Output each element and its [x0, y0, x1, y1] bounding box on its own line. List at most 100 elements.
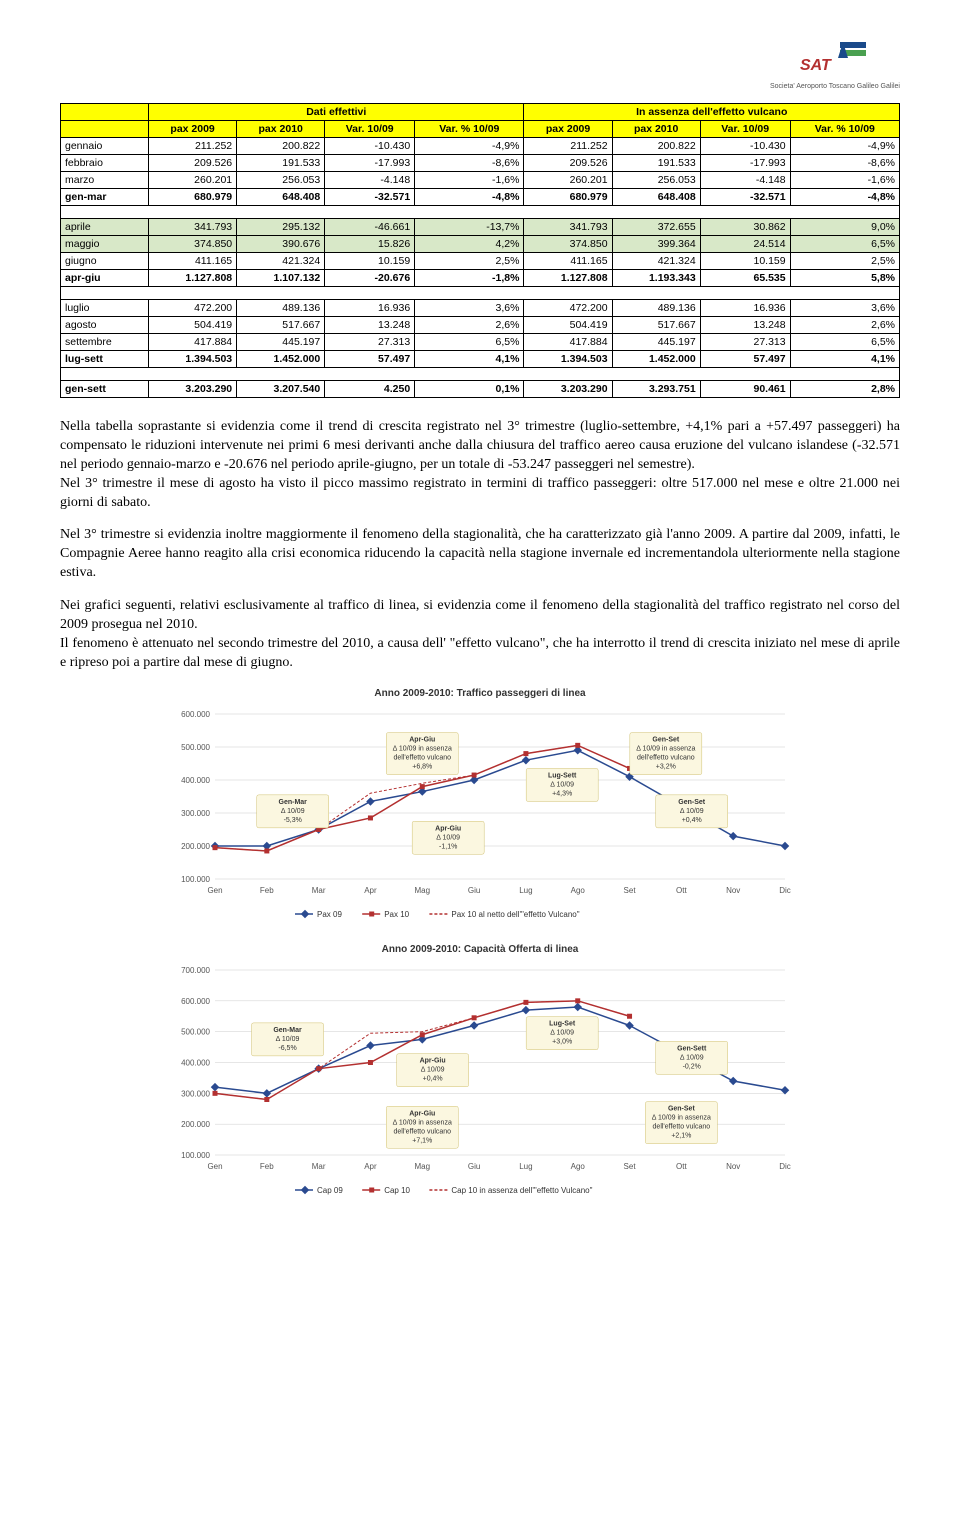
svg-text:Δ 10/09: Δ 10/09 — [276, 1036, 300, 1043]
svg-text:300.000: 300.000 — [181, 809, 210, 818]
svg-text:Mar: Mar — [312, 886, 326, 895]
table-row: gen-mar680.979648.408-32.571-4,8%680.979… — [61, 189, 900, 206]
svg-text:+3,2%: +3,2% — [656, 763, 676, 770]
svg-text:Dic: Dic — [779, 886, 791, 895]
svg-text:Lug-Sett: Lug-Sett — [548, 772, 577, 779]
svg-text:Ago: Ago — [571, 886, 586, 895]
svg-text:+0,4%: +0,4% — [423, 1075, 443, 1082]
svg-text:Feb: Feb — [260, 886, 274, 895]
svg-text:Gen: Gen — [207, 1162, 222, 1171]
svg-text:Ott: Ott — [676, 1162, 687, 1171]
svg-text:Gen-Mar: Gen-Mar — [273, 1027, 302, 1034]
svg-text:Lug: Lug — [519, 1162, 532, 1171]
table-section-right: In assenza dell'effetto vulcano — [524, 104, 900, 121]
svg-text:Apr-Giu: Apr-Giu — [409, 1110, 435, 1117]
table-row: marzo260.201256.053-4.148-1,6%260.201256… — [61, 172, 900, 189]
svg-text:-1,1%: -1,1% — [439, 843, 457, 850]
svg-text:dell'effetto vulcano: dell'effetto vulcano — [393, 754, 451, 761]
svg-text:Ott: Ott — [676, 886, 687, 895]
chart1-title: Anno 2009-2010: Traffico passeggeri di l… — [60, 688, 900, 699]
svg-text:Giu: Giu — [468, 886, 480, 895]
svg-text:Nov: Nov — [726, 1162, 740, 1171]
table-header: Var. 10/09 — [325, 121, 415, 138]
table-row: agosto504.419517.66713.2482,6%504.419517… — [61, 317, 900, 334]
svg-text:Mar: Mar — [312, 1162, 326, 1171]
svg-text:Apr-Giu: Apr-Giu — [420, 1057, 446, 1064]
chart2-title: Anno 2009-2010: Capacità Offerta di line… — [60, 944, 900, 955]
table-row: luglio472.200489.13616.9363,6%472.200489… — [61, 300, 900, 317]
svg-text:Gen: Gen — [207, 886, 222, 895]
svg-text:+3,0%: +3,0% — [552, 1038, 572, 1045]
svg-text:Δ 10/09 in assenza: Δ 10/09 in assenza — [636, 745, 695, 752]
chart-capacity: 100.000200.000300.000400.000500.000600.0… — [160, 960, 800, 1200]
svg-text:Set: Set — [624, 1162, 637, 1171]
logo-area: SAT Societa' Aeroporto Toscano Galileo G… — [60, 40, 900, 93]
svg-text:Δ 10/09: Δ 10/09 — [281, 808, 305, 815]
svg-text:Cap 10 in assenza dell'"effett: Cap 10 in assenza dell'"effetto Vulcano" — [451, 1186, 592, 1195]
svg-text:Set: Set — [624, 886, 637, 895]
svg-text:Apr: Apr — [364, 1162, 377, 1171]
svg-text:+0,4%: +0,4% — [682, 817, 702, 824]
svg-text:Cap 10: Cap 10 — [384, 1186, 410, 1195]
svg-text:300.000: 300.000 — [181, 1089, 210, 1098]
svg-text:Lug-Set: Lug-Set — [549, 1020, 576, 1027]
table-row: aprile341.793295.132-46.661-13,7%341.793… — [61, 219, 900, 236]
svg-text:Mag: Mag — [414, 886, 430, 895]
svg-text:200.000: 200.000 — [181, 842, 210, 851]
svg-text:Pax 09: Pax 09 — [317, 910, 342, 919]
svg-text:+6,8%: +6,8% — [412, 763, 432, 770]
svg-text:Δ 10/09 in assenza: Δ 10/09 in assenza — [652, 1114, 711, 1121]
table-header: pax 2009 — [524, 121, 612, 138]
svg-text:Gen-Mar: Gen-Mar — [279, 799, 308, 806]
svg-text:Δ 10/09 in assenza: Δ 10/09 in assenza — [393, 745, 452, 752]
svg-text:400.000: 400.000 — [181, 776, 210, 785]
charts-area: Anno 2009-2010: Traffico passeggeri di l… — [60, 688, 900, 1205]
svg-text:Lug: Lug — [519, 886, 532, 895]
body-text: Nella tabella soprastante si evidenzia c… — [60, 418, 900, 673]
svg-text:SAT: SAT — [800, 57, 832, 74]
svg-text:+4,3%: +4,3% — [552, 790, 572, 797]
table-header: Var. % 10/09 — [415, 121, 524, 138]
chart-passengers: 100.000200.000300.000400.000500.000600.0… — [160, 704, 800, 924]
svg-text:Δ 10/09: Δ 10/09 — [436, 834, 460, 841]
svg-text:600.000: 600.000 — [181, 710, 210, 719]
table-header: Var. 10/09 — [700, 121, 790, 138]
svg-text:Gen-Set: Gen-Set — [668, 1105, 696, 1112]
svg-text:+7,1%: +7,1% — [412, 1137, 432, 1144]
svg-text:-0,2%: -0,2% — [683, 1063, 701, 1070]
svg-text:Apr: Apr — [364, 886, 377, 895]
table-header: Var. % 10/09 — [790, 121, 899, 138]
svg-text:Apr-Giu: Apr-Giu — [409, 736, 435, 743]
paragraph: Nella tabella soprastante si evidenzia c… — [60, 418, 900, 512]
paragraph: Nel 3° trimestre si evidenzia inoltre ma… — [60, 526, 900, 583]
svg-text:400.000: 400.000 — [181, 1058, 210, 1067]
svg-text:700.000: 700.000 — [181, 966, 210, 975]
svg-text:Δ 10/09: Δ 10/09 — [680, 1054, 704, 1061]
table-row: giugno411.165421.32410.1592,5%411.165421… — [61, 253, 900, 270]
svg-text:dell'effetto vulcano: dell'effetto vulcano — [637, 754, 695, 761]
svg-text:Mag: Mag — [414, 1162, 430, 1171]
svg-text:Gen-Set: Gen-Set — [678, 799, 706, 806]
svg-text:Δ 10/09: Δ 10/09 — [680, 808, 704, 815]
table-row: maggio374.850390.67615.8264,2%374.850399… — [61, 236, 900, 253]
svg-text:Dic: Dic — [779, 1162, 791, 1171]
svg-text:-6,5%: -6,5% — [278, 1045, 296, 1052]
svg-text:600.000: 600.000 — [181, 997, 210, 1006]
svg-text:Cap 09: Cap 09 — [317, 1186, 343, 1195]
svg-text:Ago: Ago — [571, 1162, 586, 1171]
svg-text:dell'effetto vulcano: dell'effetto vulcano — [653, 1123, 711, 1130]
logo-caption: Societa' Aeroporto Toscano Galileo Galil… — [770, 83, 900, 90]
table-row: apr-giu1.127.8081.107.132-20.676-1,8%1.1… — [61, 270, 900, 287]
svg-text:Giu: Giu — [468, 1162, 480, 1171]
svg-text:Δ 10/09 in assenza: Δ 10/09 in assenza — [393, 1119, 452, 1126]
table-header: pax 2009 — [149, 121, 237, 138]
data-table: Dati effettivi In assenza dell'effetto v… — [60, 103, 900, 398]
svg-text:Apr-Giu: Apr-Giu — [435, 825, 461, 832]
svg-text:100.000: 100.000 — [181, 1151, 210, 1160]
svg-text:Gen-Set: Gen-Set — [652, 736, 680, 743]
svg-text:dell'effetto vulcano: dell'effetto vulcano — [393, 1128, 451, 1135]
table-section-left: Dati effettivi — [149, 104, 524, 121]
svg-text:Δ 10/09: Δ 10/09 — [550, 1029, 574, 1036]
table-header: pax 2010 — [237, 121, 325, 138]
svg-text:500.000: 500.000 — [181, 1027, 210, 1036]
